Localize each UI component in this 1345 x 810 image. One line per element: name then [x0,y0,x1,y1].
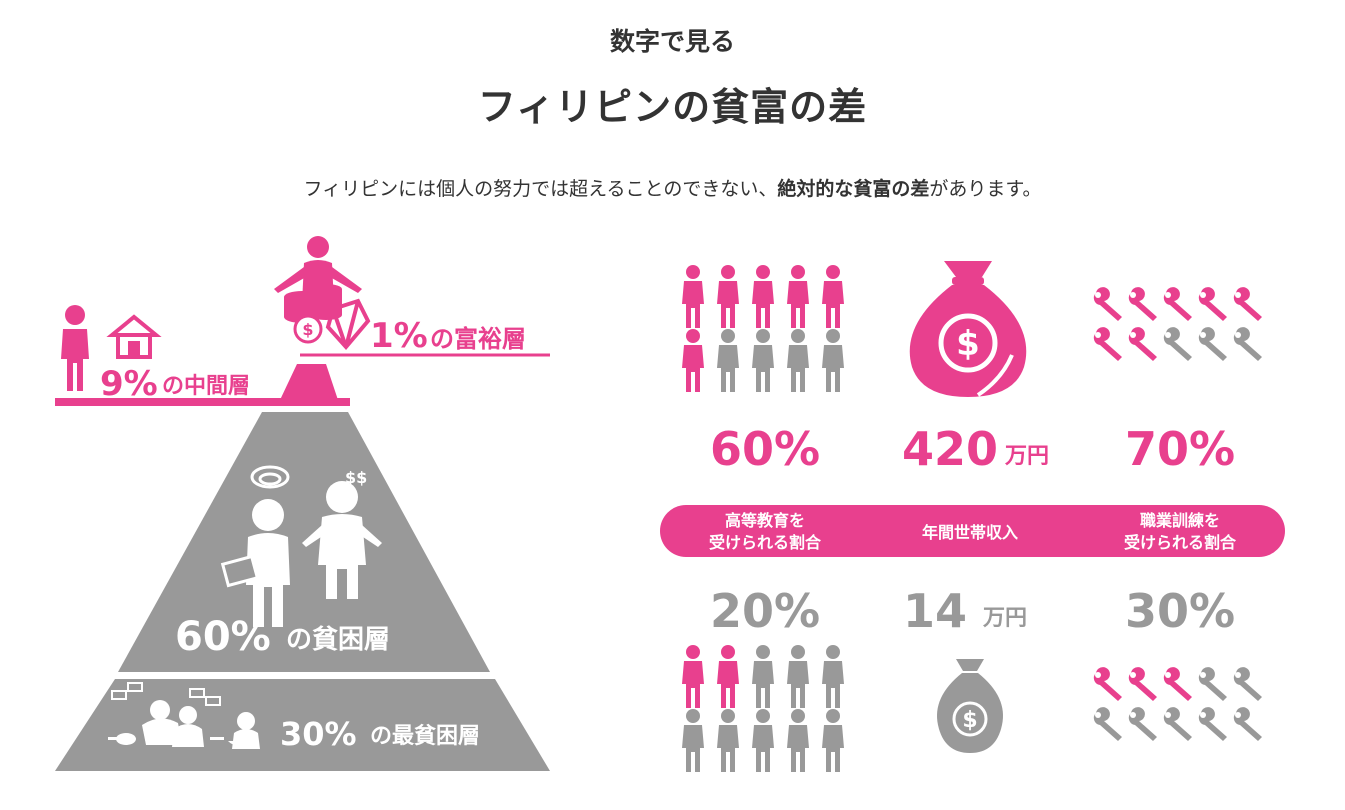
stats-panel: $ 60% 420 万円 70% 高等教育を 受けられる割合 年間世帯収入 職業… [660,261,1285,772]
rich-tier-percent: 1% [370,316,428,356]
svg-text:$: $ [956,324,980,364]
worried-person-icon [220,465,290,627]
wrench-icon [1163,327,1192,361]
rich-tier-label: の富裕層 [430,325,526,353]
lead-text: フィリピンには個人の努力では超えることのできない、絶対的な貧富の差があります。 [0,174,1345,201]
person-icon [682,645,704,708]
kicker-heading: 数字で見る [609,27,735,56]
wrench-icon [1233,287,1262,321]
higher-education-bottom-icons [682,645,844,772]
vocational-training-top-value: 70% [1125,422,1235,476]
svg-text:$: $ [962,708,977,733]
middle-tier-percent: 9% [100,364,158,404]
extreme-poverty-tier [55,679,550,771]
extreme-poverty-tier-label: の最貧困層 [370,723,480,749]
person-icon [752,329,774,392]
money-bag-large-icon: $ [909,261,1027,397]
lead-text-end: があります。 [929,178,1042,200]
household-income-label: 年間世帯収入 [922,523,1018,542]
wrench-icon [1198,327,1227,361]
svg-text:$$: $$ [345,468,367,487]
wrench-icon [1093,667,1122,701]
person-icon [822,645,844,708]
middle-tier-bar [55,398,350,405]
diamond-icon [325,298,371,351]
wrench-icon [1128,287,1157,321]
category-label-bar [660,505,1285,557]
poverty-tier-percent: 60% [175,614,271,660]
income-top-value: 420 [902,422,998,476]
income-bottom-unit: 万円 [982,606,1027,631]
person-icon [752,265,774,328]
wrench-icon [1233,707,1262,741]
wrench-icon [1163,707,1192,741]
svg-text:$: $ [302,320,313,339]
higher-education-top-value: 60% [710,422,820,476]
lead-text-start: フィリピンには個人の努力では超えることのできない、 [303,178,778,200]
person-icon [822,329,844,392]
vocational-training-bottom-value: 30% [1125,584,1235,638]
wrench-icon [1233,667,1262,701]
poverty-tier-label: の貧困層 [286,625,390,655]
income-top-unit: 万円 [1004,444,1049,469]
income-bottom-value: 14 [903,584,967,638]
broke-person-icon: $$ [302,468,382,599]
coin-stack-icon: $ [284,284,342,344]
wrench-icon [1198,707,1227,741]
wrench-icon [1093,707,1122,741]
middle-class-person-icon [61,305,89,391]
wrench-icon [1128,667,1157,701]
money-bag-small-icon: $ [937,659,1003,753]
person-icon [787,265,809,328]
person-icon [787,645,809,708]
wrench-icon [1163,287,1192,321]
person-icon [717,329,739,392]
crouching-people-icon [108,682,260,749]
wrench-icon [1128,707,1157,741]
pyramid-apex [280,364,338,400]
page-title: フィリピンの貧富の差 [477,85,868,129]
person-icon [752,709,774,772]
person-icon [717,265,739,328]
wrench-icon [1093,327,1122,361]
person-icon [787,709,809,772]
extreme-poverty-tier-percent: 30% [280,715,357,753]
person-icon [752,645,774,708]
wrench-icon [1233,327,1262,361]
wealth-pyramid: $ 1% の富裕層 9% の中間層 $$ 60% の貧困層 [55,236,550,771]
person-icon [682,329,704,392]
person-icon [822,265,844,328]
vocational-training-top-icons [1093,287,1262,361]
wrench-icon [1198,667,1227,701]
vocational-training-label-line1: 職業訓練を [1140,511,1220,530]
vocational-training-bottom-icons [1093,667,1262,741]
wrench-icon [1093,287,1122,321]
person-icon [682,265,704,328]
middle-tier-label: の中間層 [162,374,250,399]
person-icon [717,645,739,708]
person-icon [822,709,844,772]
higher-education-label-line2: 受けられる割合 [709,533,822,552]
person-icon [717,709,739,772]
vocational-training-label-line2: 受けられる割合 [1124,533,1237,552]
wrench-icon [1198,287,1227,321]
lead-text-bold: 絶対的な貧富の差 [777,178,930,200]
higher-education-bottom-value: 20% [710,584,820,638]
wrench-icon [1163,667,1192,701]
person-icon [682,709,704,772]
person-icon [787,329,809,392]
wrench-icon [1128,327,1157,361]
higher-education-top-icons [682,265,844,392]
house-icon [106,314,162,359]
higher-education-label-line1: 高等教育を [725,511,805,530]
